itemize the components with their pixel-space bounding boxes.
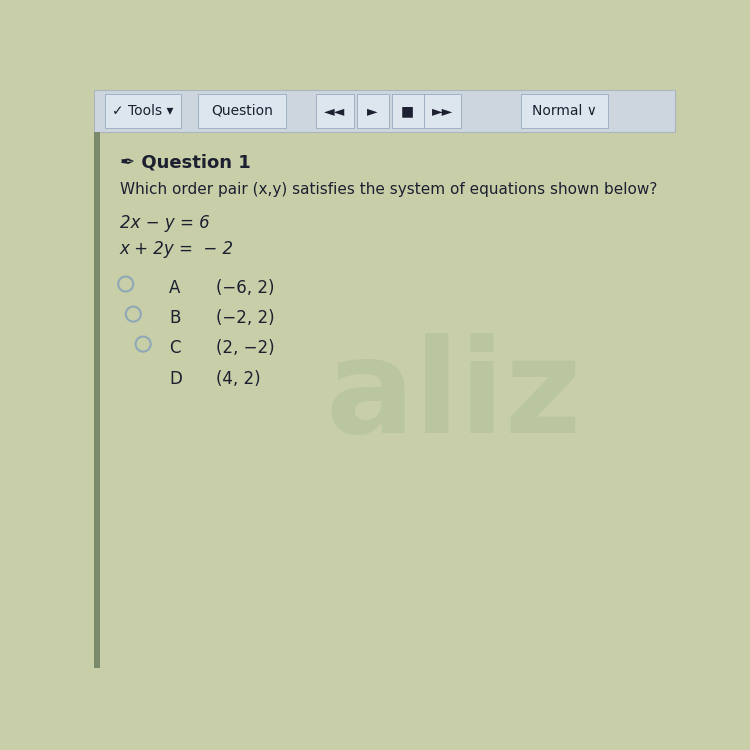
Text: Which order pair (x,y) satisfies the system of equations shown below?: Which order pair (x,y) satisfies the sys… [120,182,657,197]
Text: (−6, 2): (−6, 2) [216,280,274,298]
FancyBboxPatch shape [521,94,608,128]
Text: A: A [170,280,181,298]
Text: ✒ Question 1: ✒ Question 1 [120,154,250,172]
Text: B: B [170,310,181,328]
Text: ■: ■ [401,104,414,118]
Text: C: C [170,340,181,358]
FancyBboxPatch shape [94,131,100,668]
Text: D: D [170,370,182,388]
FancyBboxPatch shape [316,94,354,128]
Text: ✓ Tools ▾: ✓ Tools ▾ [112,104,174,118]
Text: (2, −2): (2, −2) [216,340,274,358]
Text: aliz: aliz [326,332,583,460]
FancyBboxPatch shape [392,94,424,128]
Text: (4, 2): (4, 2) [216,370,260,388]
Text: ►: ► [368,104,378,118]
Text: ◄◄: ◄◄ [324,104,346,118]
Text: 2x − y = 6: 2x − y = 6 [120,214,210,232]
Text: Normal ∨: Normal ∨ [532,104,597,118]
FancyBboxPatch shape [198,94,286,128]
Text: x + 2y =  − 2: x + 2y = − 2 [120,240,234,258]
FancyBboxPatch shape [94,90,675,131]
Text: ►►: ►► [432,104,453,118]
Text: (−2, 2): (−2, 2) [216,310,274,328]
FancyBboxPatch shape [105,94,181,128]
Text: Question: Question [211,104,273,118]
FancyBboxPatch shape [357,94,388,128]
FancyBboxPatch shape [424,94,461,128]
